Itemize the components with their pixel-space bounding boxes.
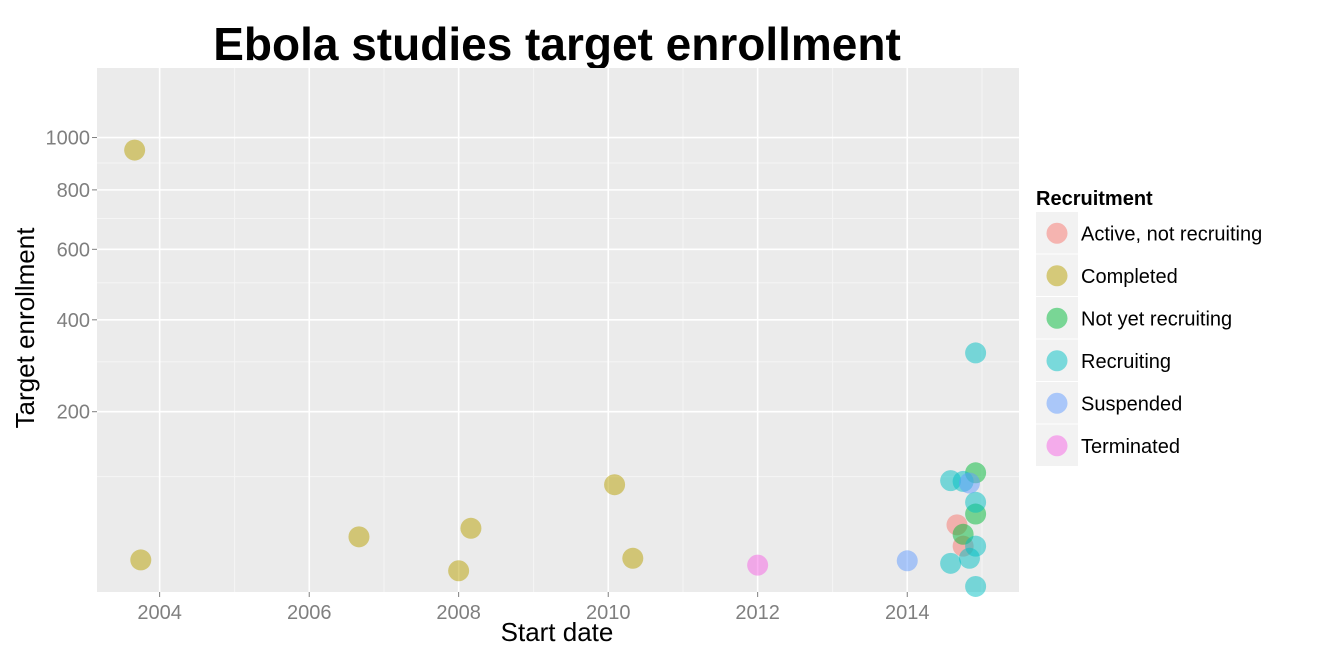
y-axis: 200 400 600 800 1000 bbox=[46, 128, 97, 424]
legend-key-marker bbox=[1046, 392, 1068, 414]
legend-key-marker bbox=[1046, 222, 1068, 244]
y-tick-label: 1000 bbox=[46, 128, 91, 150]
legend: Recruitment Active, not recruiting Comple… bbox=[1036, 188, 1262, 466]
legend-title: Recruitment bbox=[1036, 188, 1153, 210]
legend-key-marker bbox=[1046, 307, 1068, 329]
legend-label: Completed bbox=[1081, 266, 1178, 288]
x-tick-label: 2010 bbox=[586, 602, 631, 624]
data-point bbox=[124, 139, 146, 161]
minor-gridlines bbox=[97, 68, 1019, 592]
data-point bbox=[348, 526, 370, 548]
y-tick-label: 800 bbox=[57, 180, 90, 202]
data-point bbox=[622, 547, 644, 569]
legend-key-marker bbox=[1046, 265, 1068, 287]
legend-label: Active, not recruiting bbox=[1081, 223, 1262, 245]
data-point bbox=[896, 550, 918, 572]
legend-key-marker bbox=[1046, 350, 1068, 372]
x-tick-label: 2012 bbox=[735, 602, 780, 624]
x-axis: 2004 2006 2008 2010 2012 2014 bbox=[137, 592, 930, 624]
data-point bbox=[965, 342, 987, 364]
data-point bbox=[958, 547, 980, 569]
x-tick-label: 2004 bbox=[137, 602, 182, 624]
data-point bbox=[958, 472, 980, 494]
legend-key-marker bbox=[1046, 435, 1068, 457]
y-tick-label: 200 bbox=[57, 402, 90, 424]
y-tick-label: 400 bbox=[57, 310, 90, 332]
data-point bbox=[130, 549, 152, 571]
data-point bbox=[965, 575, 987, 597]
data-points bbox=[124, 139, 987, 597]
data-point bbox=[448, 560, 470, 582]
x-tick-label: 2008 bbox=[436, 602, 481, 624]
legend-label: Not yet recruiting bbox=[1081, 308, 1232, 330]
data-point bbox=[965, 491, 987, 513]
x-axis-title: Start date bbox=[501, 617, 614, 647]
data-point bbox=[940, 552, 962, 574]
y-tick-label: 600 bbox=[57, 239, 90, 261]
data-point bbox=[747, 554, 769, 576]
chart-title: Ebola studies target enrollment bbox=[213, 18, 901, 70]
y-axis-title: Target enrollment bbox=[10, 227, 40, 429]
x-tick-label: 2006 bbox=[287, 602, 332, 624]
legend-label: Recruiting bbox=[1081, 351, 1171, 373]
legend-label: Terminated bbox=[1081, 436, 1180, 458]
data-point bbox=[604, 474, 626, 496]
plot-panel bbox=[97, 68, 1019, 592]
legend-label: Suspended bbox=[1081, 393, 1182, 415]
data-point bbox=[460, 517, 482, 539]
major-gridlines bbox=[97, 68, 1019, 592]
x-tick-label: 2014 bbox=[885, 602, 930, 624]
